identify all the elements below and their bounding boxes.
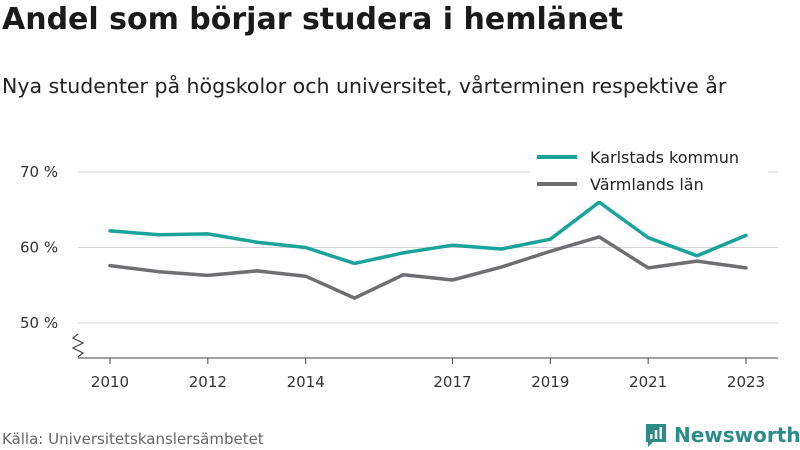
newsworthy-logo-icon bbox=[646, 424, 666, 447]
source-note: Källa: Universitetskanslersämbetet bbox=[2, 430, 264, 448]
brand-logo: Newsworthy bbox=[644, 421, 800, 449]
x-tick-label: 2012 bbox=[189, 373, 227, 391]
x-tick-label: 2014 bbox=[287, 373, 325, 391]
chart-title: Andel som börjar studera i hemlänet bbox=[2, 2, 624, 37]
x-tick-label: 2021 bbox=[629, 373, 667, 391]
legend-label: Karlstads kommun bbox=[590, 148, 739, 167]
grid: 50 % 60 % 70 % bbox=[20, 163, 778, 358]
series-line-karlstads-kommun bbox=[108, 200, 748, 266]
y-tick-label: 50 % bbox=[20, 314, 58, 332]
legend-background bbox=[530, 143, 768, 201]
y-tick-label: 70 % bbox=[20, 163, 58, 181]
x-tick-label: 2010 bbox=[91, 373, 129, 391]
chart-subtitle: Nya studenter på högskolor och universit… bbox=[2, 74, 727, 98]
brand-name: Newsworthy bbox=[674, 423, 800, 447]
series-lines bbox=[108, 200, 748, 300]
axis-break-marker bbox=[71, 333, 85, 358]
x-axis: 2010 2012 2014 2017 2019 2021 2023 bbox=[78, 357, 778, 391]
x-tick-label: 2017 bbox=[433, 373, 471, 391]
legend-label: Värmlands län bbox=[590, 175, 704, 194]
x-tick-label: 2019 bbox=[531, 373, 569, 391]
y-tick-label: 60 % bbox=[20, 239, 58, 257]
legend: Karlstads kommun Värmlands län bbox=[530, 143, 768, 201]
series-line-v-rmlands-l-n bbox=[108, 235, 748, 300]
x-tick-label: 2023 bbox=[727, 373, 765, 391]
